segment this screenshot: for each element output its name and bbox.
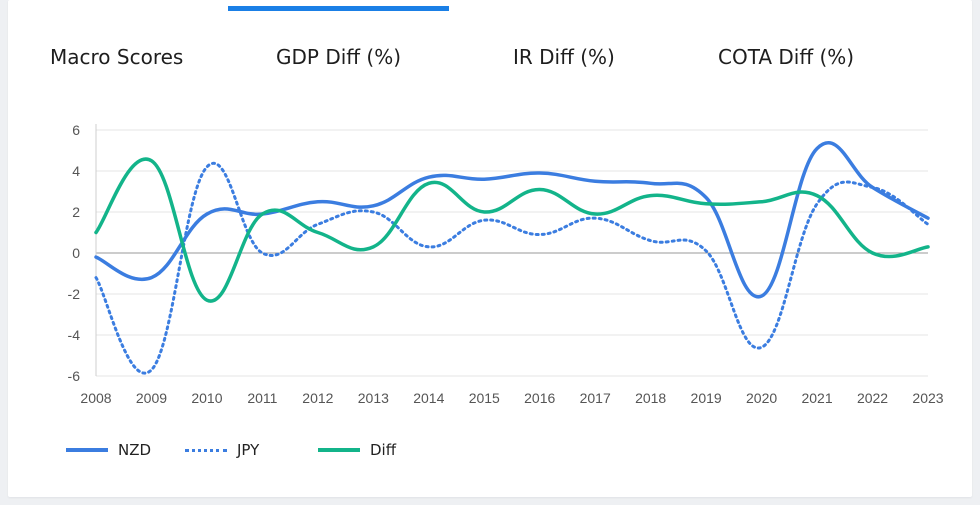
series-line-diff[interactable] xyxy=(94,157,930,303)
y-tick-label: -2 xyxy=(68,286,81,302)
x-tick-label: 2013 xyxy=(358,390,389,406)
y-tick-label: -6 xyxy=(68,368,81,384)
x-tick-label: 2010 xyxy=(191,390,222,406)
x-tick-label: 2015 xyxy=(469,390,500,406)
tab-gdp-diff[interactable]: GDP Diff (%) xyxy=(276,45,402,69)
x-tick-label: 2009 xyxy=(136,390,167,406)
y-tick-label: -4 xyxy=(68,327,81,343)
x-tick-label: 2017 xyxy=(580,390,611,406)
legend-item-diff[interactable]: Diff xyxy=(318,441,396,459)
x-tick-label: 2020 xyxy=(746,390,777,406)
x-tick-label: 2018 xyxy=(635,390,666,406)
active-tab-indicator xyxy=(228,6,449,11)
x-tick-label: 2022 xyxy=(857,390,888,406)
x-tick-label: 2011 xyxy=(247,390,277,406)
y-tick-label: 6 xyxy=(72,122,80,138)
x-tick-label: 2014 xyxy=(413,390,444,406)
line-chart: 6 4 2 0 -2 -4 -6 2008 2009 2010 2011 2012 2013 2014 20… xyxy=(68,122,944,406)
tab-ir-diff[interactable]: IR Diff (%) xyxy=(513,45,615,69)
chart-card: Macro Scores GDP Diff (%) IR Diff (%) CO… xyxy=(8,0,972,497)
legend-label-diff: Diff xyxy=(370,441,397,459)
legend-item-nzd[interactable]: NZD xyxy=(66,441,151,459)
legend-swatch-nzd xyxy=(66,448,108,452)
series-line-jpy[interactable] xyxy=(94,162,930,375)
x-tick-label: 2019 xyxy=(691,390,722,406)
series-line-nzd[interactable] xyxy=(94,141,930,299)
legend-swatch-jpy xyxy=(185,448,227,452)
y-tick-label: 0 xyxy=(72,245,80,261)
x-tick-label: 2012 xyxy=(302,390,333,406)
y-tick-label: 4 xyxy=(72,163,80,179)
y-tick-label: 2 xyxy=(72,204,80,220)
legend-label-nzd: NZD xyxy=(118,441,152,459)
legend-swatch-diff xyxy=(318,448,360,452)
x-tick-label: 2016 xyxy=(524,390,555,406)
legend-label-jpy: JPY xyxy=(237,441,260,459)
legend-item-jpy[interactable]: JPY xyxy=(185,441,259,459)
x-tick-label: 2021 xyxy=(801,390,832,406)
tab-macro-scores[interactable]: Macro Scores xyxy=(50,45,184,69)
tab-cota-diff[interactable]: COTA Diff (%) xyxy=(718,45,855,69)
x-tick-label: 2023 xyxy=(912,390,943,406)
x-tick-label: 2008 xyxy=(80,390,111,406)
